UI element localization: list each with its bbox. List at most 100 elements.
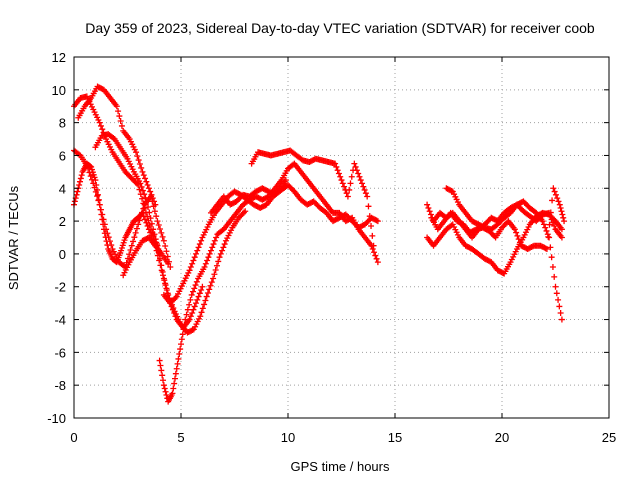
data-point: [135, 221, 142, 228]
data-point: [542, 245, 549, 252]
data-point: [86, 169, 93, 176]
data-point: [160, 237, 167, 244]
data-point: [74, 188, 81, 195]
data-point: [143, 219, 150, 226]
series-arc-5: [92, 131, 163, 257]
data-point: [189, 309, 196, 316]
data-point: [561, 218, 568, 225]
data-point: [551, 273, 558, 280]
data-point: [97, 206, 104, 213]
data-point: [91, 184, 98, 191]
x-tick-label: 0: [70, 430, 77, 445]
x-tick-label: 5: [177, 430, 184, 445]
data-point: [210, 275, 217, 282]
data-point: [552, 191, 559, 198]
data-point: [514, 232, 521, 239]
y-tick-label: -4: [54, 313, 66, 328]
data-point: [163, 287, 170, 294]
data-point: [174, 360, 181, 367]
data-point: [338, 177, 345, 184]
data-point: [353, 167, 360, 174]
data-point: [369, 232, 376, 239]
series-arc-6: [120, 234, 172, 279]
data-point: [71, 198, 78, 205]
data-point: [194, 247, 201, 254]
data-point: [201, 264, 208, 271]
data-point: [193, 278, 200, 285]
data-point: [150, 226, 157, 233]
data-point: [103, 226, 110, 233]
data-point: [551, 223, 558, 230]
y-tick-label: 0: [59, 247, 66, 262]
data-point: [148, 220, 155, 227]
data-point: [362, 190, 369, 197]
data-point: [365, 203, 372, 210]
data-point: [118, 122, 125, 129]
data-point: [137, 213, 144, 220]
data-point: [142, 216, 149, 223]
data-point: [145, 185, 152, 192]
data-point: [202, 260, 209, 267]
data-point: [139, 195, 146, 202]
chart-title: Day 359 of 2023, Sidereal Day-to-day VTE…: [85, 20, 595, 36]
data-point: [115, 108, 122, 115]
plot-frame: [73, 56, 610, 419]
data-point: [424, 201, 431, 208]
y-tick-label: 12: [52, 50, 66, 65]
data-point: [556, 201, 563, 208]
data-point: [359, 180, 366, 187]
x-axis-label: GPS time / hours: [291, 459, 390, 474]
data-point: [554, 195, 561, 202]
data-point: [138, 164, 145, 171]
data-point: [131, 234, 138, 241]
data-point: [94, 193, 101, 200]
data-point: [152, 201, 159, 208]
data-point: [162, 282, 169, 289]
series-arc-1: [71, 93, 206, 331]
data-point: [106, 238, 113, 245]
series-arc-7: [156, 160, 381, 405]
data-point: [173, 365, 180, 372]
data-point: [373, 217, 380, 224]
data-point: [172, 375, 179, 382]
data-point: [160, 382, 167, 389]
data-point: [190, 257, 197, 264]
data-point: [142, 175, 149, 182]
data-point: [204, 289, 211, 296]
data-point: [158, 267, 165, 274]
data-point: [165, 260, 172, 267]
data-point: [113, 103, 120, 110]
data-point: [543, 227, 550, 234]
data-point: [90, 180, 97, 187]
data-point: [97, 122, 104, 129]
data-point: [192, 250, 199, 257]
data-point: [373, 255, 380, 262]
y-tick-label: 6: [59, 148, 66, 163]
data-point: [126, 251, 133, 258]
data-point: [147, 229, 154, 236]
data-point: [134, 153, 141, 160]
data-point: [546, 221, 553, 228]
data-point: [100, 216, 107, 223]
data-point: [215, 258, 222, 265]
data-point: [364, 193, 371, 200]
data-point: [206, 250, 213, 257]
data-point: [177, 346, 184, 353]
data-point: [540, 221, 547, 228]
data-point: [240, 209, 247, 216]
data-point: [211, 237, 218, 244]
data-point: [515, 236, 522, 243]
data-point: [172, 294, 179, 301]
data-point: [194, 296, 201, 303]
data-point: [550, 185, 557, 192]
data-point: [143, 198, 150, 205]
data-point: [156, 357, 163, 364]
data-point: [195, 293, 202, 300]
data-point: [426, 208, 433, 215]
data-point: [348, 173, 355, 180]
data-point: [139, 187, 146, 194]
data-point: [95, 197, 102, 204]
data-point: [128, 242, 135, 249]
data-point: [182, 316, 189, 323]
x-tick-label: 10: [281, 430, 295, 445]
